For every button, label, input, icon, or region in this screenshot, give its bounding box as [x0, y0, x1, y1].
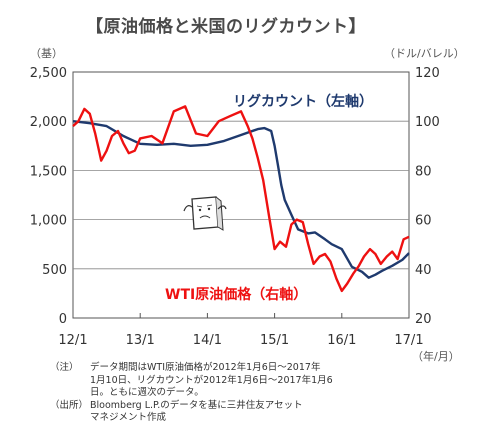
right-tick-label: 40 — [415, 263, 432, 278]
right-tick-label: 60 — [415, 214, 432, 229]
left-tick-label: 500 — [42, 263, 67, 278]
left-tick-label: 2,500 — [30, 66, 67, 81]
left-tick-label: 1,000 — [30, 214, 67, 229]
source-row: （出所） Bloomberg L.P.のデータを基に三井住友アセット マネジメン… — [50, 400, 390, 425]
chart-title: 【原油価格と米国のリグカウント】 — [86, 17, 366, 37]
x-tick-label: 17/1 — [394, 333, 423, 348]
right-axis-unit: （ドル/バレル） — [384, 47, 465, 60]
right-tick-label: 20 — [415, 312, 432, 327]
footnotes: （注） データ期間はWTI原油価格が2012年1月6日～2017年 1月10日、… — [50, 362, 390, 425]
right-tick-label: 100 — [415, 115, 440, 130]
note-text: データ期間はWTI原油価格が2012年1月6日～2017年 1月10日、リグカウ… — [90, 362, 333, 398]
wti-series-label: WTI原油価格（右軸） — [165, 286, 307, 303]
note-row: （注） データ期間はWTI原油価格が2012年1月6日～2017年 1月10日、… — [50, 362, 390, 400]
plot-frame — [72, 71, 410, 319]
x-tick-label: 14/1 — [193, 333, 222, 348]
wti-price-line — [72, 105, 410, 293]
left-axis-unit: （基） — [30, 47, 63, 60]
source-text: Bloomberg L.P.のデータを基に三井住友アセット マネジメント作成 — [90, 399, 303, 424]
x-tick-label: 16/1 — [327, 333, 356, 348]
x-tick-label: 12/1 — [58, 333, 87, 348]
note-tag: （注） — [50, 362, 79, 373]
x-tick-label: 15/1 — [260, 333, 289, 348]
source-tag: （出所） — [50, 399, 89, 411]
x-axis-unit: （年/月） — [412, 350, 460, 363]
left-tick-label: 2,000 — [30, 115, 67, 130]
left-tick-label: 0 — [59, 312, 67, 327]
worried-character-icon — [183, 196, 227, 231]
right-tick-label: 80 — [415, 164, 432, 179]
left-tick-label: 1,500 — [30, 164, 67, 179]
right-tick-label: 120 — [415, 66, 440, 81]
line-chart: 0 20 500 40 1,000 60 1,500 80 2,000 100 2,500 120 12… — [30, 66, 440, 348]
x-tick-label: 13/1 — [126, 333, 155, 348]
rig-series-label: リグカウント（左軸） — [233, 93, 373, 110]
